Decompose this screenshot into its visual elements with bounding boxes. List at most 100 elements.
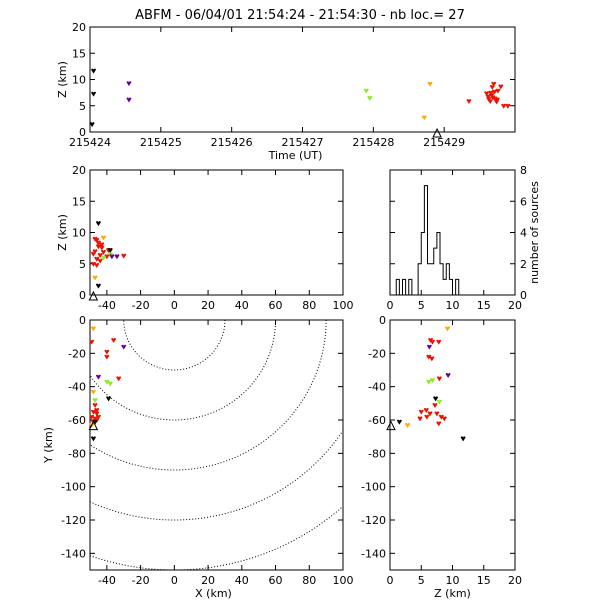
source-point: [90, 409, 96, 415]
source-point: [104, 349, 110, 355]
x-altitude-ylabel: Z (km): [56, 214, 69, 251]
source-point: [107, 381, 113, 387]
source-point: [91, 68, 97, 74]
source-point: [97, 253, 103, 258]
source-point: [460, 436, 466, 442]
source-point: [126, 97, 132, 103]
x-altitude-ytick-label: 0: [79, 289, 86, 302]
source-point: [426, 344, 432, 350]
source-point: [92, 275, 98, 281]
time-altitude-ytick-label: 10: [72, 74, 86, 87]
plan-view-ylabel: Y (km): [42, 427, 55, 464]
source-point: [436, 339, 442, 345]
altitude-y-ytick-label: -60: [368, 414, 386, 427]
plan-view-ytick-label: -40: [68, 381, 86, 394]
source-point: [418, 409, 424, 415]
plan-view-xtick-label: -20: [132, 574, 150, 587]
source-point: [436, 421, 442, 427]
altitude-y-xtick-label: 10: [446, 574, 460, 587]
altitude-histogram-ytick-label: 2: [520, 258, 527, 271]
source-point: [491, 89, 497, 95]
range-rings: [90, 320, 343, 570]
source-point: [92, 403, 98, 408]
source-point: [95, 283, 101, 289]
plan-view-xtick-label: -40: [98, 574, 116, 587]
source-point: [487, 99, 493, 105]
x-altitude-ytick-label: 15: [72, 195, 86, 208]
plan-view-ytick-label: -100: [61, 481, 86, 494]
plan-view-xtick-label: 20: [201, 574, 215, 587]
source-point: [430, 339, 435, 345]
source-point: [106, 396, 112, 402]
altitude-y-xtick-label: 0: [387, 574, 394, 587]
source-point: [434, 411, 440, 417]
plan-view-xtick-label: 100: [333, 574, 354, 587]
altitude-histogram-ytick-label: 0: [520, 289, 527, 302]
plan-view-ytick-label: 0: [79, 314, 86, 327]
source-point: [94, 256, 100, 262]
source-point: [97, 258, 103, 264]
source-point: [92, 398, 98, 403]
source-point: [501, 103, 507, 109]
time-altitude-panel: 215424 215425 215426 215427 215428 215429 0 5 10…: [56, 21, 516, 162]
source-point: [426, 379, 432, 385]
source-point: [488, 90, 494, 96]
figure-title: ABFM - 06/04/01 21:54:24 - 21:54:30 - nb…: [135, 8, 465, 23]
histogram-steps: [395, 185, 460, 296]
x-altitude-ytick-label: 5: [79, 258, 86, 271]
source-point: [505, 103, 511, 109]
plan-view-ytick-label: -60: [68, 414, 86, 427]
source-point: [436, 376, 442, 382]
altitude-y-ytick-label: -120: [361, 514, 386, 527]
plan-view-ytick-label: -80: [68, 447, 86, 460]
source-point: [94, 238, 100, 243]
altitude-y-xtick-label: 5: [418, 574, 425, 587]
time-altitude-frame: [89, 26, 516, 133]
altitude-y-ytick-label: -40: [368, 381, 386, 394]
altitude-y-xtick-label: 15: [477, 574, 491, 587]
altitude-histogram-xtick-label: 15: [477, 299, 491, 312]
range-ring: [123, 320, 226, 371]
source-point: [91, 91, 97, 97]
x-altitude-frame: [89, 169, 344, 296]
source-point: [100, 235, 106, 241]
source-point: [417, 416, 423, 422]
time-altitude-ytick-label: 20: [72, 21, 86, 34]
source-point: [121, 253, 127, 259]
source-point: [116, 376, 122, 382]
plan-view-ytick-label: -20: [68, 347, 86, 360]
x-altitude-xtick-label: 100: [333, 299, 354, 312]
station-marker: [88, 290, 99, 301]
time-altitude-xtick-label: 215426: [211, 136, 253, 149]
histogram-bar: [428, 264, 431, 295]
source-point: [485, 94, 491, 100]
altitude-y-ytick-label: -80: [368, 447, 386, 460]
source-point: [405, 423, 410, 428]
source-point: [432, 403, 438, 408]
altitude-y-xtick-label: 20: [508, 574, 522, 587]
source-point: [421, 115, 427, 121]
x-altitude-xtick-label: 0: [171, 299, 178, 312]
source-point: [90, 326, 96, 332]
plan-view-xtick-label: 40: [235, 574, 249, 587]
altitude-y-panel: 0 5 10 15 20 0 -20 -40 -60 -80 -100 -120 -140 Z (km): [361, 314, 522, 600]
source-point: [95, 244, 101, 250]
histogram-bar: [431, 264, 434, 295]
x-altitude-ytick-label: 10: [72, 227, 86, 240]
station-marker: [386, 420, 396, 431]
station-marker: [88, 420, 99, 431]
source-point: [495, 88, 501, 94]
time-altitude-xlabel: Time (UT): [268, 149, 323, 162]
time-altitude-ytick-label: 0: [79, 126, 86, 139]
source-point: [94, 408, 100, 413]
source-point: [89, 414, 95, 420]
source-point: [94, 411, 100, 417]
altitude-y-ytick-label: -140: [361, 547, 386, 560]
plan-view-frame: [89, 319, 344, 571]
source-point: [95, 374, 101, 380]
source-point: [438, 414, 444, 420]
source-point: [100, 249, 106, 255]
x-altitude-panel: -40 -20 0 20 40 60 80 100 0 5 10 15 20 Z (km): [56, 164, 354, 312]
